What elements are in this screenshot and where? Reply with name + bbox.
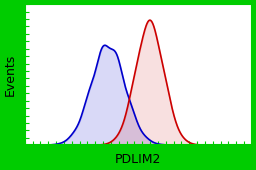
Y-axis label: Events: Events: [4, 54, 17, 96]
X-axis label: PDLIM2: PDLIM2: [115, 153, 162, 166]
